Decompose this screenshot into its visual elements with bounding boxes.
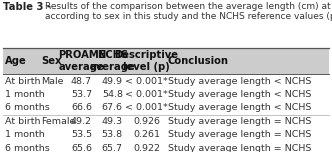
Text: Study average length = NCHS: Study average length = NCHS — [168, 117, 311, 126]
Text: 0.261: 0.261 — [133, 130, 160, 139]
Text: At birth: At birth — [5, 117, 41, 126]
Text: 0.922: 0.922 — [133, 143, 160, 152]
Text: Study average length < NCHS: Study average length < NCHS — [168, 90, 311, 99]
Text: 65.6: 65.6 — [71, 143, 92, 152]
Text: 0.926: 0.926 — [133, 117, 160, 126]
Text: < 0.001*: < 0.001* — [125, 77, 168, 86]
Text: Sex: Sex — [41, 56, 61, 66]
Text: 49.3: 49.3 — [102, 117, 123, 126]
Text: 67.6: 67.6 — [102, 103, 123, 112]
Text: 49.2: 49.2 — [71, 117, 92, 126]
Text: 65.7: 65.7 — [102, 143, 123, 152]
Text: < 0.001*: < 0.001* — [125, 103, 168, 112]
Text: Table 3 -: Table 3 - — [3, 2, 51, 12]
Text: 53.8: 53.8 — [102, 130, 123, 139]
Text: Study average length = NCHS: Study average length = NCHS — [168, 143, 311, 152]
Text: Results of the comparison between the average length (cm) at different ages
acco: Results of the comparison between the av… — [45, 2, 332, 21]
Text: Study average length < NCHS: Study average length < NCHS — [168, 77, 311, 86]
Text: Descriptive
level (p): Descriptive level (p) — [115, 50, 179, 72]
Text: Conclusion: Conclusion — [168, 56, 229, 66]
Text: Male: Male — [41, 77, 63, 86]
Text: Female: Female — [41, 117, 75, 126]
Text: 6 months: 6 months — [5, 143, 50, 152]
Text: Study average length < NCHS: Study average length < NCHS — [168, 103, 311, 112]
Text: 49.9: 49.9 — [102, 77, 123, 86]
Text: < 0.001*: < 0.001* — [125, 90, 168, 99]
Text: 66.6: 66.6 — [71, 103, 92, 112]
Text: Age: Age — [5, 56, 27, 66]
Text: 53.7: 53.7 — [71, 90, 92, 99]
Text: NCHS
average: NCHS average — [89, 50, 135, 72]
Text: 1 month: 1 month — [5, 130, 45, 139]
Text: 6 months: 6 months — [5, 103, 50, 112]
Text: 48.7: 48.7 — [71, 77, 92, 86]
Text: 1 month: 1 month — [5, 90, 45, 99]
Text: At birth: At birth — [5, 77, 41, 86]
Text: 54.8: 54.8 — [102, 90, 123, 99]
Bar — [3, 48, 329, 74]
Text: PROAME
average: PROAME average — [58, 50, 105, 72]
Text: Study average length = NCHS: Study average length = NCHS — [168, 130, 311, 139]
Text: 53.5: 53.5 — [71, 130, 92, 139]
